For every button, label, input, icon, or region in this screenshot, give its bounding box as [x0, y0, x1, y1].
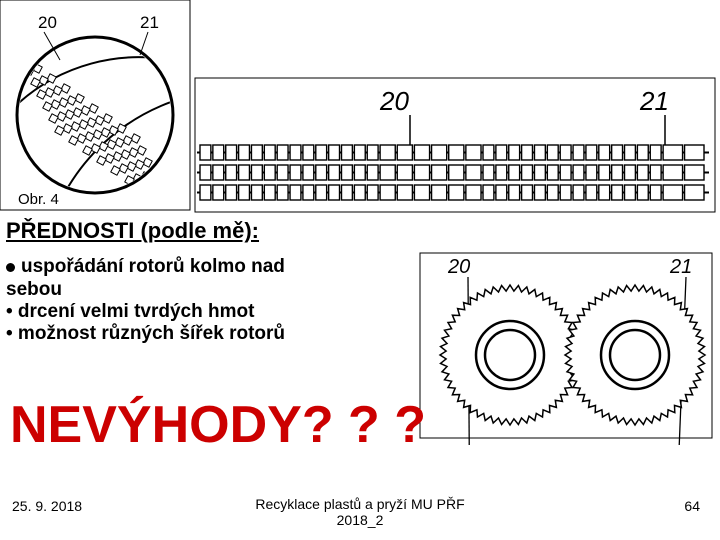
svg-text:21: 21 [669, 256, 692, 278]
footer-page-number: 64 [684, 498, 700, 514]
footer-center: Recyklace plastů a pryží MU PŘF2018_2 [0, 496, 720, 528]
figure-rotor-top-view: 2021 [0, 0, 720, 215]
advantages-list: uspořádání rotorů kolmo nad sebou • drce… [6, 255, 406, 345]
bullet-1-continuation: sebou [6, 279, 406, 301]
svg-text:20: 20 [447, 256, 470, 278]
advantages-heading: PŘEDNOSTI (podle mě): [6, 218, 259, 244]
bullet-dot-icon [6, 263, 15, 272]
svg-text:20: 20 [379, 86, 409, 116]
svg-text:21: 21 [639, 86, 669, 116]
bullet-1-text: uspořádání rotorů kolmo nad [21, 255, 285, 279]
bullet-3-text: • možnost různých šířek rotorů [6, 323, 406, 345]
bullet-2-text: • drcení velmi tvrdých hmot [6, 301, 406, 323]
disadvantages-heading: NEVÝHODY? ? ? [10, 395, 426, 455]
